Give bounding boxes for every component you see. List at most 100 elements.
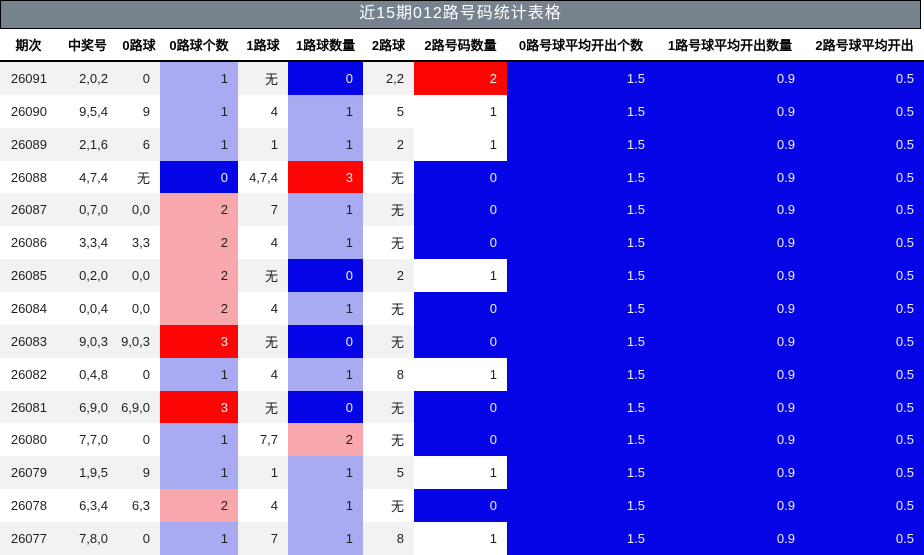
cell-road0_count: 3	[160, 324, 238, 358]
cell-road1_balls: 无	[238, 324, 288, 358]
cell-avg_road0: 1.5	[507, 489, 655, 523]
cell-avg_road2: 0.5	[805, 127, 924, 161]
cell-road2_count: 1	[414, 357, 507, 391]
cell-road0_count: 1	[160, 423, 238, 457]
cell-road0_balls: 0	[118, 522, 160, 555]
column-header: 2路号码数量	[424, 38, 497, 53]
cell-avg_road1: 0.9	[655, 193, 805, 227]
cell-road0_count: 2	[160, 489, 238, 523]
cell-road1_balls: 4	[238, 357, 288, 391]
cell-road2_count: 0	[414, 489, 507, 523]
cell-road2_balls: 无	[363, 489, 414, 523]
cell-period: 26084	[0, 292, 57, 325]
cell-road0_balls: 0,0	[118, 193, 160, 227]
cell-road2_balls: 无	[363, 390, 414, 424]
cell-winning: 3,3,4	[57, 226, 118, 260]
cell-avg_road1: 0.9	[655, 324, 805, 358]
cell-road1_balls: 7	[238, 522, 288, 555]
cell-road1_count: 1	[288, 522, 363, 555]
cell-road2_balls: 2,2	[363, 62, 414, 95]
cell-avg_road1: 0.9	[655, 62, 805, 95]
cell-avg_road0: 1.5	[507, 226, 655, 260]
cell-avg_road0: 1.5	[507, 390, 655, 424]
cell-road2_count: 1	[414, 456, 507, 490]
cell-road2_balls: 无	[363, 160, 414, 194]
cell-road1_balls: 无	[238, 390, 288, 424]
cell-road0_count: 1	[160, 357, 238, 391]
cell-road0_balls: 无	[118, 160, 160, 194]
cell-road1_count: 0	[288, 324, 363, 358]
cell-winning: 2,0,2	[57, 62, 118, 95]
cell-avg_road0: 1.5	[507, 160, 655, 194]
column-header: 1路球	[246, 38, 280, 53]
column-header: 1路号球平均开出数量	[667, 38, 793, 53]
cell-winning: 7,8,0	[57, 522, 118, 555]
column-header: 2路号球平均开出	[815, 38, 914, 53]
cell-road0_count: 1	[160, 522, 238, 555]
cell-avg_road1: 0.9	[655, 489, 805, 523]
cell-winning: 6,3,4	[57, 489, 118, 523]
cell-road2_count: 1	[414, 522, 507, 555]
cell-winning: 0,0,4	[57, 292, 118, 325]
cell-period: 26089	[0, 127, 57, 161]
cell-winning: 9,5,4	[57, 94, 118, 128]
page-title: 近15期012路号码统计表格	[0, 0, 921, 29]
cell-road0_count: 2	[160, 193, 238, 227]
table-body: 26091 2,0,2 0 1 无 0 2,2 2 1.5 0.9 0.5 26090 9,5,4 9 1 4…	[0, 62, 924, 555]
cell-road0_count: 0	[160, 160, 238, 194]
cell-period: 26087	[0, 193, 57, 227]
column-header: 0路号球平均开出个数	[518, 38, 644, 53]
cell-period: 26078	[0, 489, 57, 523]
cell-road2_count: 0	[414, 160, 507, 194]
cell-road1_balls: 1	[238, 127, 288, 161]
cell-road1_count: 1	[288, 456, 363, 490]
cell-road2_balls: 无	[363, 423, 414, 457]
cell-road0_count: 2	[160, 292, 238, 325]
cell-road2_count: 0	[414, 324, 507, 358]
cell-road0_balls: 9	[118, 456, 160, 490]
cell-road2_count: 0	[414, 292, 507, 325]
cell-road1_balls: 4	[238, 292, 288, 325]
cell-winning: 0,4,8	[57, 357, 118, 391]
cell-road1_balls: 4	[238, 226, 288, 260]
cell-period: 26091	[0, 62, 57, 95]
cell-road1_count: 0	[288, 62, 363, 95]
cell-avg_road0: 1.5	[507, 259, 655, 293]
cell-avg_road0: 1.5	[507, 456, 655, 490]
cell-winning: 0,2,0	[57, 259, 118, 293]
cell-road2_count: 1	[414, 127, 507, 161]
cell-road1_balls: 7,7	[238, 423, 288, 457]
cell-road0_count: 2	[160, 226, 238, 260]
cell-road2_balls: 8	[363, 357, 414, 391]
cell-road1_balls: 无	[238, 62, 288, 95]
cell-period: 26090	[0, 94, 57, 128]
cell-road0_balls: 0,0	[118, 292, 160, 325]
cell-period: 26083	[0, 324, 57, 358]
cell-road2_balls: 8	[363, 522, 414, 555]
cell-road2_balls: 无	[363, 226, 414, 260]
column-header: 中奖号	[67, 38, 107, 53]
cell-road2_count: 1	[414, 94, 507, 128]
cell-road2_count: 0	[414, 193, 507, 227]
cell-avg_road2: 0.5	[805, 390, 924, 424]
cell-road2_count: 0	[414, 226, 507, 260]
cell-avg_road1: 0.9	[655, 357, 805, 391]
cell-road0_balls: 3,3	[118, 226, 160, 260]
cell-road0_count: 3	[160, 390, 238, 424]
cell-road0_count: 2	[160, 259, 238, 293]
column-header: 期次	[15, 38, 42, 53]
cell-period: 26088	[0, 160, 57, 194]
cell-road2_count: 1	[414, 259, 507, 293]
cell-road1_count: 0	[288, 259, 363, 293]
cell-avg_road1: 0.9	[655, 390, 805, 424]
cell-road1_balls: 7	[238, 193, 288, 227]
cell-avg_road0: 1.5	[507, 94, 655, 128]
cell-road0_balls: 9,0,3	[118, 324, 160, 358]
cell-road0_balls: 0	[118, 62, 160, 95]
cell-period: 26082	[0, 357, 57, 391]
cell-road2_count: 2	[414, 62, 507, 95]
cell-avg_road2: 0.5	[805, 489, 924, 523]
cell-avg_road2: 0.5	[805, 423, 924, 457]
table-header: 期次 中奖号 0路球 0路球个数 1路球 1路球数量 2路球 2路号码数量 0路号球平均开出个数…	[0, 29, 924, 62]
